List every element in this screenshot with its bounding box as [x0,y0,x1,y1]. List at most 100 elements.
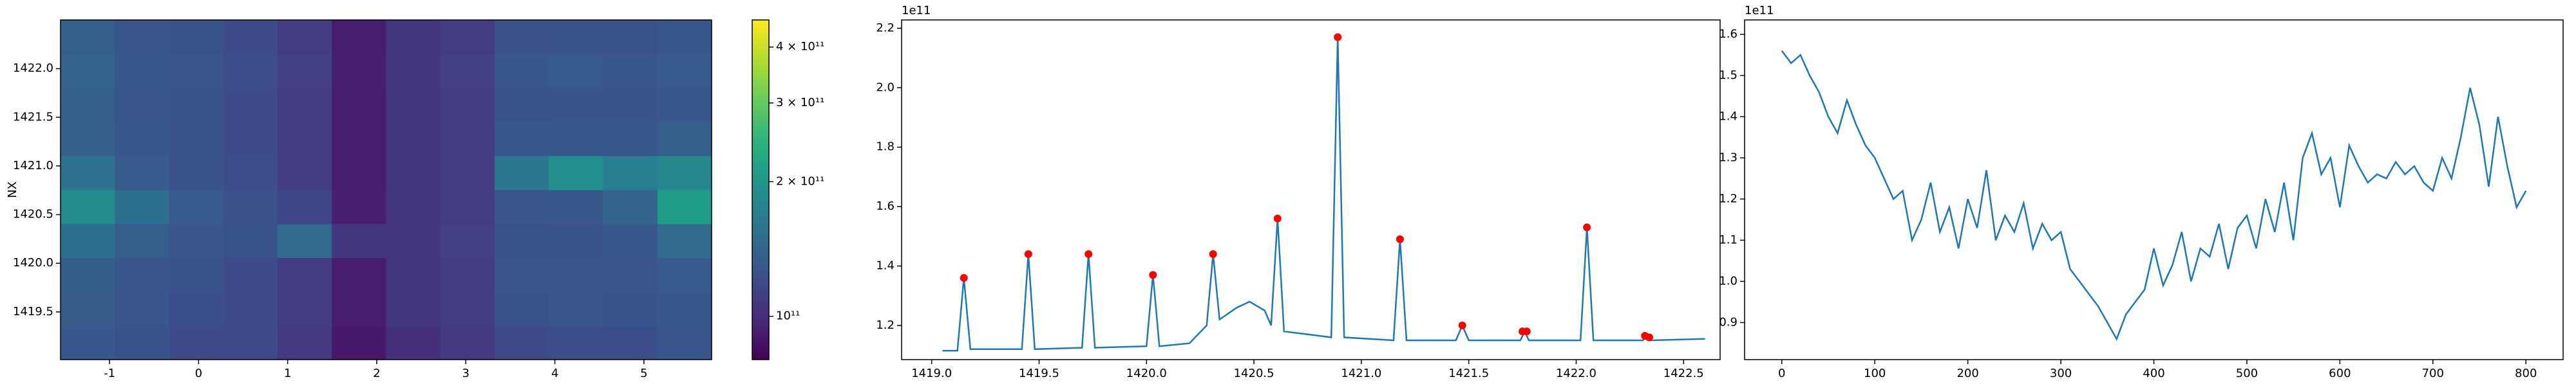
heatmap-cell [278,257,332,292]
colorbar-segment [752,128,769,133]
heatmap-cell [332,326,386,360]
heatmap-cell [495,291,549,326]
heatmap-cell [332,257,386,292]
colorbar-segment [752,254,769,259]
peak-marker [1084,250,1093,259]
y-tick-label: 1422.0 [13,62,53,75]
y-tick-label: 1.8 [876,140,895,154]
colorbar-segment [752,284,769,289]
x-tick-label: 1420.5 [1234,367,1274,380]
colorbar-segment [752,210,769,214]
colorbar-segment [752,302,769,306]
colorbar-segment [752,149,769,153]
heatmap-cell [440,87,495,122]
colorbar-segment [752,172,769,177]
colorbar-segment [752,122,769,126]
peak-marker [1645,333,1653,342]
colorbar-segment [752,230,769,235]
colorbar-segment [752,241,769,244]
colorbar-segment [752,84,769,89]
heatmap-cell [386,257,441,292]
colorbar-tick-label: 10¹¹ [776,309,800,323]
heatmap-cell [495,53,549,89]
x-tick-label: 1421.0 [1341,367,1381,380]
heatmap-cell [657,122,712,156]
heatmap-cell [115,53,169,89]
colorbar-segment [752,312,769,316]
heatmap-cell [603,223,658,259]
colorbar-segment [752,108,769,113]
heatmap-cell [61,291,115,326]
heatmap-cell [169,223,224,259]
y-tick-label: 1.2 [1719,192,1738,205]
heatmap-cell [278,156,332,190]
colorbar-segment [752,237,769,241]
colorbar-segment [752,135,769,140]
heatmap-cell [332,156,386,190]
colorbar-segment [752,264,769,268]
x-tick-label: 1419.5 [1019,367,1059,380]
colorbar-segment [752,345,769,350]
heatmap-cell [61,190,115,225]
y-tick-label: 1419.5 [13,305,53,318]
x-tick-label: 400 [2143,367,2164,380]
colorbar-tick-label: 2 × 10¹¹ [776,174,824,188]
y-tick-label: 1.4 [1719,109,1738,123]
y-tick-label: 1.6 [1719,27,1738,41]
peak-marker [1458,321,1466,329]
colorbar-segment [752,37,769,41]
line [1781,50,2527,341]
colorbar-segment [752,339,769,344]
peak-marker [1583,223,1591,232]
x-tick-label: 5 [640,367,647,380]
heatmap-cell [223,326,278,360]
colorbar-segment [752,234,769,238]
heatmap-cell [115,223,169,259]
offset-label: 1e11 [1745,4,1774,17]
colorbar-segment [752,138,769,143]
colorbar-segment [752,318,769,323]
x-tick-label: 1 [284,367,291,380]
colorbar-segment [752,50,769,55]
peak-marker [1024,250,1032,259]
heatmap-cell [657,190,712,225]
colorbar-tick-label: 4 × 10¹¹ [776,40,824,53]
heatmap-cell [61,87,115,122]
y-axis-label: NX [6,181,19,198]
heatmap-cell [278,53,332,89]
heatmap-cell [61,326,115,360]
colorbar-segment [752,132,769,136]
heatmap-cell [115,87,169,122]
colorbar-segment [752,47,769,51]
colorbar-segment [752,125,769,129]
heatmap-cell [115,257,169,292]
heatmap-cell [440,326,495,360]
heatmap-cell [549,326,603,360]
heatmap-cell [169,53,224,89]
heatmap-cell [223,122,278,156]
colorbar-segment [752,101,769,106]
colorbar-segment [752,67,769,71]
heatmap-cell [549,223,603,259]
colorbar-segment [752,193,769,198]
heatmap-cell [603,53,658,89]
x-tick-label: 1421.5 [1448,367,1489,380]
heatmap-cell [169,326,224,360]
heatmap-cell [169,291,224,326]
heatmap-cell [657,156,712,190]
colorbar-segment [752,169,769,174]
peak-marker [1522,327,1531,336]
x-tick-label: 800 [2515,367,2537,380]
colorbar-segment [752,251,769,255]
peak-marker [1209,250,1217,259]
colorbar-segment [752,87,769,92]
heatmap-cell [115,190,169,225]
heatmap-cell [549,122,603,156]
colorbar-segment [752,322,769,326]
heatmap-cell [61,257,115,292]
heatmap-cell [657,326,712,360]
heatmap-cell [169,20,224,55]
heatmap-cell [657,53,712,89]
colorbar-segment [752,247,769,252]
heatmap-cell [549,156,603,190]
